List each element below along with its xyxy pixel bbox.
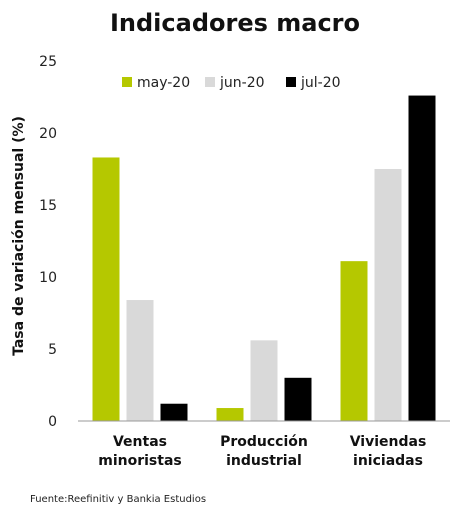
legend-label: may-20 xyxy=(137,75,190,91)
x-tick-label-line: minoristas xyxy=(98,453,181,469)
bar-jul-20 xyxy=(160,403,188,421)
y-tick-label: 0 xyxy=(48,414,57,430)
x-tick-label-line: Ventas xyxy=(113,434,167,450)
y-tick-label: 15 xyxy=(39,198,57,214)
x-tick-label-line: Viviendas xyxy=(350,434,427,450)
source-note: Fuente:Reefinitiv y Bankia Estudios xyxy=(30,494,207,505)
y-axis-ticks: 0 5 10 15 20 25 xyxy=(39,54,57,430)
legend-swatch-may-20 xyxy=(122,77,132,87)
bar-jul-20 xyxy=(408,95,436,421)
bar-jun-20 xyxy=(250,340,278,421)
legend-label: jun-20 xyxy=(219,75,265,91)
legend: may-20 jun-20 jul-20 xyxy=(122,75,341,91)
bars xyxy=(92,95,436,422)
y-axis-label: Tasa de variación mensual (%) xyxy=(11,116,27,356)
bar-jul-20 xyxy=(284,377,312,421)
bar-may-20 xyxy=(340,261,368,421)
chart-title: Indicadores macro xyxy=(110,9,360,37)
bar-may-20 xyxy=(216,408,244,421)
x-tick-label: Viviendas iniciadas xyxy=(350,434,427,469)
bar-may-20 xyxy=(92,157,120,422)
y-tick-label: 10 xyxy=(39,270,57,286)
x-axis-labels: Ventas minoristas Producción industrial Vivi… xyxy=(98,434,426,469)
legend-label: jul-20 xyxy=(300,75,341,91)
legend-swatch-jul-20 xyxy=(286,77,296,87)
legend-swatch-jun-20 xyxy=(205,77,215,87)
y-tick-label: 25 xyxy=(39,54,57,70)
bar-jun-20 xyxy=(374,169,402,421)
y-tick-label: 5 xyxy=(48,342,57,358)
y-tick-label: 20 xyxy=(39,126,57,142)
x-tick-label: Ventas minoristas xyxy=(98,434,181,469)
x-tick-label-line: iniciadas xyxy=(353,453,423,469)
bar-jun-20 xyxy=(126,300,154,421)
x-tick-label-line: Producción xyxy=(220,434,308,450)
x-tick-label-line: industrial xyxy=(226,453,302,469)
x-tick-label: Producción industrial xyxy=(220,434,308,469)
